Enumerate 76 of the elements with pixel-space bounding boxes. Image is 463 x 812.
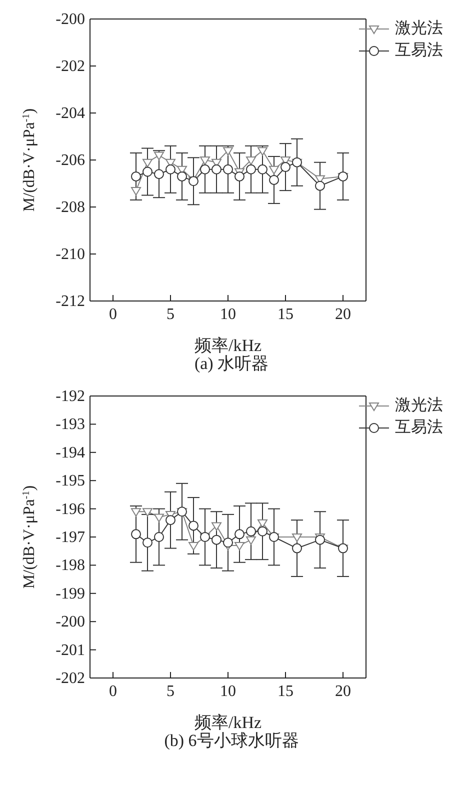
legend-label: 激光法 [395, 396, 443, 416]
point [142, 158, 152, 168]
y-tick-label: -208 [56, 199, 85, 216]
x-tick-label: 15 [278, 683, 294, 700]
point [246, 526, 256, 536]
x-tick-label: 20 [335, 306, 351, 323]
y-tick-label: -206 [56, 152, 85, 169]
point [131, 171, 141, 182]
point [269, 174, 279, 185]
y-tick-label: -200 [56, 11, 85, 28]
x-tick-label: 15 [278, 306, 294, 323]
x-tick-label: 0 [109, 306, 117, 323]
y-tick-label: -210 [56, 246, 85, 263]
point [200, 164, 210, 174]
text: (b) 6号小球水听器 [163, 730, 300, 752]
point [315, 180, 325, 191]
y-tick-label: -202 [56, 670, 85, 687]
point [258, 164, 268, 174]
y-tick-label: -204 [56, 105, 85, 122]
x-tick-label: 5 [166, 683, 174, 700]
point [142, 538, 152, 548]
y-tick-label: -199 [56, 585, 85, 602]
point [200, 156, 210, 165]
point [234, 171, 244, 182]
y-tick-label: -192 [56, 388, 85, 405]
point [177, 171, 187, 182]
point [166, 515, 176, 526]
y-tick-label: -200 [56, 614, 85, 631]
x-tick-label: 5 [166, 306, 174, 323]
point [292, 534, 302, 542]
x-tick-label: 20 [335, 683, 351, 700]
point [131, 529, 141, 540]
y-tick-label: -194 [56, 444, 85, 462]
y-tick-label: -212 [56, 293, 85, 310]
y-tick-label: -197 [56, 529, 85, 546]
point [212, 522, 222, 531]
point [246, 536, 256, 545]
point [131, 508, 141, 517]
point [188, 520, 198, 531]
point [234, 542, 244, 550]
point [154, 514, 164, 522]
point [292, 543, 302, 554]
point [258, 519, 268, 528]
point [212, 164, 222, 174]
text: (a) 水听器 [193, 354, 270, 375]
point [166, 164, 176, 174]
point [131, 187, 141, 196]
legend-label: 激光法 [395, 18, 443, 39]
y-tick-label: -193 [56, 416, 85, 434]
y-tick-label: -195 [56, 472, 85, 490]
point [280, 162, 290, 172]
point [234, 529, 244, 540]
point [212, 534, 222, 545]
x-tick-label: 0 [109, 683, 117, 700]
point [269, 166, 279, 174]
point [223, 164, 233, 174]
y-tick-label: -198 [56, 557, 85, 574]
point [223, 538, 233, 548]
x-tick-label: 10 [220, 683, 236, 700]
y-tick-label: -201 [56, 642, 85, 659]
point [154, 169, 164, 180]
legend-label: 互易法 [395, 40, 443, 61]
point [188, 542, 198, 550]
x-tick-label: 10 [220, 306, 236, 323]
point [142, 166, 152, 177]
y-tick-label: -202 [56, 58, 85, 75]
point [246, 156, 256, 165]
x-axis-title: 频率/kHz [194, 336, 262, 355]
x-axis-title: 频率/kHz [194, 713, 262, 732]
point [142, 508, 152, 517]
y-tick-label: -196 [56, 500, 85, 518]
point [154, 532, 164, 542]
point [246, 164, 256, 174]
point [258, 526, 268, 536]
legend-label: 互易法 [395, 418, 443, 438]
point [315, 534, 325, 545]
